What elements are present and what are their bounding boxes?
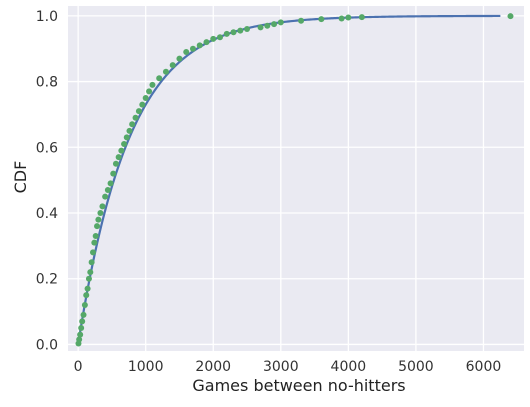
empirical-cdf-point (244, 26, 251, 32)
empirical-cdf-point (223, 30, 230, 37)
empirical-cdf-point (189, 45, 196, 52)
y-tick-label: 1.0 (36, 9, 58, 25)
empirical-cdf-point (176, 55, 183, 62)
plot-area (68, 6, 524, 351)
empirical-cdf-point (80, 311, 87, 318)
empirical-cdf-point (183, 49, 190, 55)
empirical-cdf-point (77, 331, 84, 338)
empirical-cdf-point (169, 62, 176, 69)
y-axis-ticks: 0.0 0.2 0.4 0.6 0.8 1.0 (36, 9, 58, 354)
empirical-cdf-point (271, 21, 278, 28)
empirical-cdf-point (99, 203, 106, 210)
empirical-cdf-point (162, 68, 169, 75)
empirical-cdf-point (118, 147, 125, 154)
x-tick-label: 1000 (128, 359, 164, 375)
empirical-cdf-point (85, 275, 92, 282)
empirical-cdf-point (88, 259, 95, 266)
empirical-cdf-point (149, 81, 156, 88)
empirical-cdf-point (126, 127, 133, 134)
x-axis-ticks: 0 1000 2000 3000 4000 5000 6000 (74, 359, 502, 375)
empirical-cdf-point (83, 292, 90, 299)
empirical-cdf-point (338, 15, 345, 22)
empirical-cdf-point (318, 16, 325, 23)
empirical-cdf-point (115, 154, 122, 161)
empirical-cdf-point (196, 42, 203, 49)
empirical-cdf-point (107, 180, 114, 187)
y-tick-label: 0.6 (36, 140, 58, 156)
empirical-cdf-point (129, 121, 136, 128)
empirical-cdf-point (102, 193, 109, 200)
empirical-cdf-point (257, 24, 264, 31)
empirical-cdf-point (89, 249, 96, 256)
empirical-cdf-point (95, 216, 102, 223)
x-tick-label: 6000 (466, 359, 502, 375)
empirical-cdf-point (230, 29, 237, 36)
empirical-cdf-point (142, 95, 149, 101)
empirical-cdf-point (121, 141, 128, 147)
x-tick-label: 0 (74, 359, 83, 375)
empirical-cdf-point (92, 233, 99, 239)
empirical-cdf-point (97, 210, 104, 216)
y-tick-label: 0.0 (36, 337, 58, 353)
empirical-cdf-point (298, 17, 305, 24)
empirical-cdf-point (78, 325, 85, 331)
empirical-cdf-point (112, 160, 119, 167)
theoretical-cdf-line (77, 14, 501, 345)
x-tick-label: 4000 (331, 359, 367, 375)
empirical-cdf-point (132, 114, 139, 121)
empirical-cdf-point (264, 22, 271, 29)
x-tick-label: 2000 (195, 359, 231, 375)
empirical-cdf-point (146, 88, 153, 95)
empirical-cdf-point (135, 108, 142, 115)
y-tick-label: 0.8 (36, 75, 58, 91)
empirical-cdf-point (277, 19, 284, 26)
empirical-cdf-point (81, 302, 88, 308)
empirical-cdf-point (358, 14, 365, 21)
y-tick-label: 0.2 (36, 272, 58, 288)
empirical-cdf-point (156, 75, 163, 82)
empirical-cdf-point (123, 134, 130, 141)
empirical-cdf-point (237, 27, 244, 34)
empirical-cdf-point (217, 34, 223, 41)
y-tick-label: 0.4 (36, 206, 58, 222)
empirical-cdf-points (75, 13, 514, 347)
empirical-cdf-point (139, 101, 146, 108)
x-tick-label: 5000 (398, 359, 434, 375)
empirical-cdf-point (203, 39, 210, 46)
empirical-cdf-point (76, 336, 83, 343)
empirical-cdf-point (84, 285, 91, 292)
empirical-cdf-point (79, 318, 86, 325)
y-axis-label: CDF (11, 161, 30, 194)
empirical-cdf-point (94, 223, 101, 230)
empirical-cdf-point (87, 269, 94, 276)
x-axis-label: Games between no-hitters (192, 376, 405, 395)
empirical-cdf-point (507, 13, 514, 20)
empirical-cdf-point (210, 35, 217, 42)
empirical-cdf-point (110, 170, 117, 177)
empirical-cdf-point (104, 187, 111, 193)
empirical-cdf-point (91, 239, 98, 246)
empirical-cdf-point (345, 14, 352, 21)
x-tick-label: 3000 (263, 359, 299, 375)
